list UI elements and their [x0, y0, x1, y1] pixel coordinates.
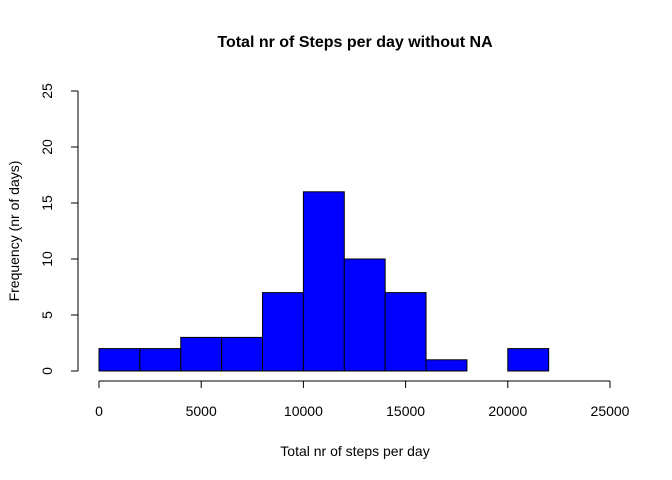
histogram-bar	[98, 348, 141, 372]
x-axis-ticks: 0 5000 10000 15000 20000 25000	[95, 381, 630, 419]
x-tick-label: 15000	[386, 403, 425, 419]
histogram-bar	[221, 336, 264, 372]
histogram-bar	[343, 258, 386, 372]
y-tick-label: 25	[39, 83, 55, 99]
x-tick-label: 0	[95, 403, 103, 419]
histogram-bar	[302, 191, 345, 372]
y-tick-label: 10	[39, 251, 55, 267]
histogram-bar	[180, 336, 223, 372]
chart-title: Total nr of Steps per day without NA	[217, 34, 493, 51]
x-tick-label: 20000	[488, 403, 527, 419]
histogram-bar	[262, 292, 304, 372]
y-tick-label: 0	[39, 367, 55, 375]
x-tick-label: 25000	[591, 403, 630, 419]
histogram-bar	[384, 292, 427, 372]
histogram-bar	[425, 359, 468, 372]
y-tick-label: 15	[39, 195, 55, 211]
y-tick-label: 5	[39, 311, 55, 319]
y-axis-ticks: 0 5 10 15 20 25	[39, 83, 78, 375]
histogram-bar	[507, 348, 550, 372]
x-tick-label: 5000	[186, 403, 217, 419]
x-axis-label: Total nr of steps per day	[280, 443, 429, 459]
x-tick-label: 10000	[284, 403, 323, 419]
bars-group	[98, 191, 550, 372]
histogram-bar	[139, 348, 182, 372]
y-tick-label: 20	[39, 139, 55, 155]
y-axis-label: Frequency (nr of days)	[6, 161, 22, 302]
